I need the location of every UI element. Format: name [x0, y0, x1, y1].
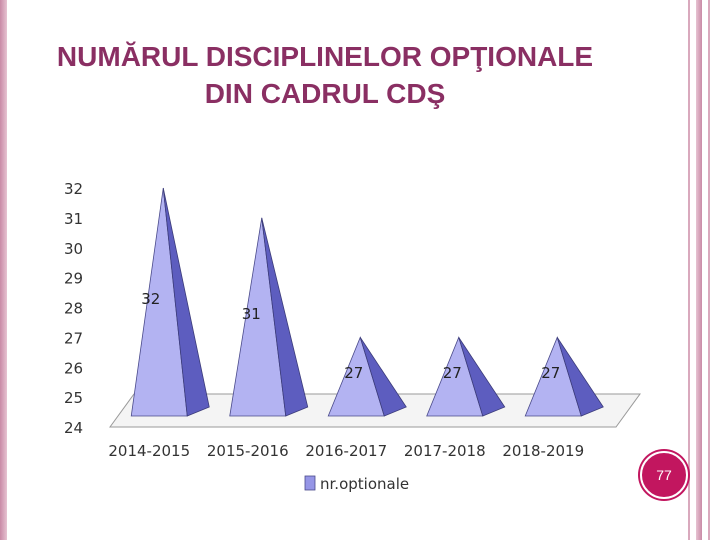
y-tick-label: 26	[64, 359, 83, 377]
pyramid-side-face	[458, 337, 506, 417]
data-label: 27	[541, 364, 560, 382]
pyramid-side-face	[261, 217, 309, 417]
data-label: 31	[242, 305, 261, 323]
x-tick-label: 2015-2016	[207, 442, 289, 460]
x-tick-label: 2017-2018	[404, 442, 486, 460]
y-tick-label: 25	[64, 389, 83, 407]
data-label: 27	[344, 364, 363, 382]
y-tick-label: 24	[64, 419, 83, 437]
y-tick-label: 29	[64, 270, 83, 288]
y-tick-label: 31	[64, 210, 83, 228]
y-tick-label: 30	[64, 240, 83, 258]
pyramid-bar	[524, 336, 604, 417]
y-tick-label: 27	[64, 329, 83, 347]
pyramid-side-face	[162, 187, 210, 417]
pyramid-side-face	[556, 337, 604, 417]
x-tick-label: 2016-2017	[305, 442, 387, 460]
legend-swatch	[304, 475, 316, 491]
x-tick-label: 2014-2015	[108, 442, 190, 460]
slide-frame-left	[0, 0, 7, 540]
y-tick-label: 32	[64, 180, 83, 198]
pyramid-bar	[327, 336, 407, 417]
slide-frame-right-line-outer	[708, 0, 710, 540]
data-label: 27	[443, 364, 462, 382]
slide-frame-right-band	[696, 0, 702, 540]
y-tick-label: 28	[64, 300, 83, 318]
legend-label: nr.optionale	[320, 475, 409, 493]
pyramid-side-face	[359, 337, 407, 417]
page-number-badge: 77	[640, 451, 688, 499]
data-label: 32	[141, 290, 160, 308]
x-tick-label: 2018-2019	[502, 442, 584, 460]
pyramid-bar	[426, 336, 506, 417]
pyramid-bar	[130, 187, 210, 417]
slide-title: NUMĂRUL DISCIPLINELOR OPŢIONALE DIN CADR…	[56, 41, 594, 109]
slide-frame-right-line	[688, 0, 690, 540]
pyramid-bar	[229, 217, 309, 417]
